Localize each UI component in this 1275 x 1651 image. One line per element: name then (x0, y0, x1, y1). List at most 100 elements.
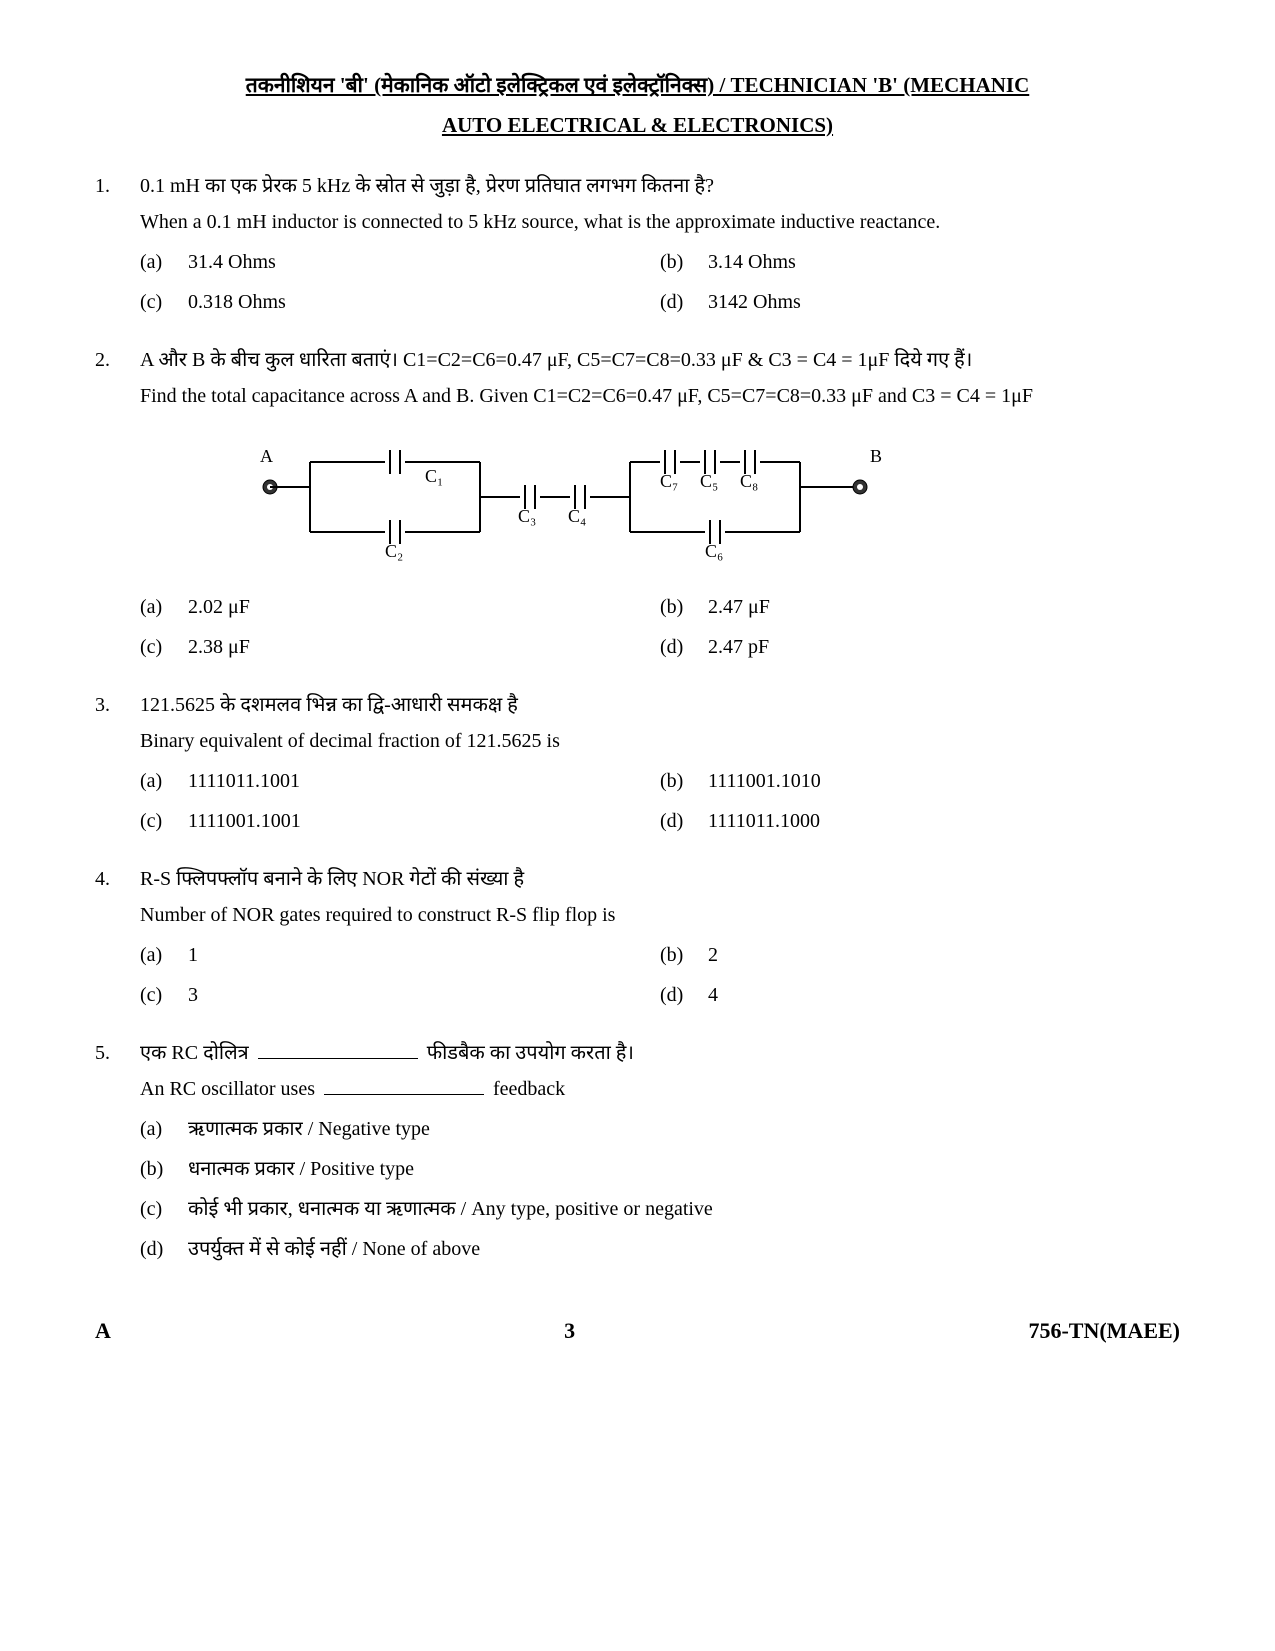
opt-text: धनात्मक प्रकार / Positive type (188, 1154, 414, 1184)
opt-text: 4 (708, 980, 718, 1010)
opt-text: 2.47 μF (708, 592, 770, 622)
opt-label: (b) (140, 1154, 188, 1184)
question-4: 4. R-S फ्लिपफ्लॉप बनाने के लिए NOR गेटों… (95, 864, 1180, 1010)
option-c: (c)1111001.1001 (140, 806, 660, 836)
footer-center: 3 (564, 1314, 575, 1347)
opt-text: ऋणात्मक प्रकार / Negative type (188, 1114, 430, 1144)
opt-text: 0.318 Ohms (188, 287, 286, 317)
opt-text: 31.4 Ohms (188, 247, 276, 277)
opt-text: 3.14 Ohms (708, 247, 796, 277)
opt-label: (a) (140, 592, 188, 622)
q-num: 1. (95, 171, 140, 317)
q-text-en: When a 0.1 mH inductor is connected to 5… (140, 207, 1180, 237)
circuit-diagram: A C₁ C₂ C₃ C₄ C₇ C₅ C₈ C₆ B (200, 427, 1180, 576)
svg-text:C₄: C₄ (568, 506, 586, 526)
option-c: (c)2.38 μF (140, 632, 660, 662)
q-text-hi-post: फीडबैक का उपयोग करता है। (422, 1042, 634, 1064)
opt-label: (d) (660, 632, 708, 662)
footer-left: A (95, 1314, 111, 1347)
option-c: (c)0.318 Ohms (140, 287, 660, 317)
opt-label: (d) (660, 287, 708, 317)
q-num: 4. (95, 864, 140, 1010)
option-a: (a)1 (140, 940, 660, 970)
opt-label: (d) (660, 806, 708, 836)
q-text-hi: 121.5625 के दशमलव भिन्न का द्वि-आधारी सम… (140, 690, 1180, 720)
option-a: (a)ऋणात्मक प्रकार / Negative type (140, 1114, 1180, 1144)
opt-label: (b) (660, 940, 708, 970)
opt-text: 1111001.1010 (708, 766, 821, 796)
q-num: 2. (95, 345, 140, 662)
q-num: 5. (95, 1038, 140, 1264)
question-3: 3. 121.5625 के दशमलव भिन्न का द्वि-आधारी… (95, 690, 1180, 836)
svg-text:A: A (260, 446, 273, 466)
blank-line (258, 1058, 418, 1059)
opt-text: 2.47 pF (708, 632, 769, 662)
q-text-en: An RC oscillator uses feedback (140, 1074, 1180, 1104)
opt-label: (a) (140, 766, 188, 796)
opt-label: (c) (140, 632, 188, 662)
svg-text:C₁: C₁ (425, 466, 443, 486)
svg-text:B: B (870, 446, 882, 466)
svg-text:C₈: C₈ (740, 471, 758, 491)
q-text-hi: A और B के बीच कुल धारिता बताएं। C1=C2=C6… (140, 345, 1180, 375)
option-b: (b)2 (660, 940, 1180, 970)
question-1: 1. 0.1 mH का एक प्रेरक 5 kHz के स्रोत से… (95, 171, 1180, 317)
option-d: (d)3142 Ohms (660, 287, 1180, 317)
option-a: (a)1111011.1001 (140, 766, 660, 796)
opt-text: 3 (188, 980, 198, 1010)
opt-label: (b) (660, 247, 708, 277)
page-subtitle: AUTO ELECTRICAL & ELECTRONICS) (95, 110, 1180, 142)
svg-text:C₃: C₃ (518, 506, 536, 526)
option-b: (b)2.47 μF (660, 592, 1180, 622)
q-text-en: Find the total capacitance across A and … (140, 381, 1180, 411)
footer-right: 756-TN(MAEE) (1028, 1314, 1180, 1347)
option-d: (d)1111011.1000 (660, 806, 1180, 836)
svg-text:C₇: C₇ (660, 471, 678, 491)
option-b: (b)3.14 Ohms (660, 247, 1180, 277)
opt-text: उपर्युक्त में से कोई नहीं / None of abov… (188, 1234, 480, 1264)
question-5: 5. एक RC दोलित्र फीडबैक का उपयोग करता है… (95, 1038, 1180, 1264)
page-title: तकनीशियन 'बी' (मेकानिक ऑटो इलेक्ट्रिकल ए… (95, 70, 1180, 102)
opt-label: (d) (660, 980, 708, 1010)
q-text-hi: R-S फ्लिपफ्लॉप बनाने के लिए NOR गेटों की… (140, 864, 1180, 894)
opt-text: 2.02 μF (188, 592, 250, 622)
opt-label: (c) (140, 980, 188, 1010)
page-footer: A 3 756-TN(MAEE) (95, 1314, 1180, 1347)
opt-label: (a) (140, 1114, 188, 1144)
opt-text: 1111011.1001 (188, 766, 300, 796)
option-d: (d)उपर्युक्त में से कोई नहीं / None of a… (140, 1234, 1180, 1264)
option-b: (b)1111001.1010 (660, 766, 1180, 796)
q-text-en: Number of NOR gates required to construc… (140, 900, 1180, 930)
q-text-en: Binary equivalent of decimal fraction of… (140, 726, 1180, 756)
q-text-hi-pre: एक RC दोलित्र (140, 1042, 254, 1064)
opt-text: 2.38 μF (188, 632, 250, 662)
opt-label: (a) (140, 940, 188, 970)
opt-label: (c) (140, 287, 188, 317)
opt-label: (b) (660, 766, 708, 796)
option-c: (c)3 (140, 980, 660, 1010)
q-text-hi: 0.1 mH का एक प्रेरक 5 kHz के स्रोत से जु… (140, 171, 1180, 201)
opt-label: (b) (660, 592, 708, 622)
option-d: (d)2.47 pF (660, 632, 1180, 662)
opt-text: 1111001.1001 (188, 806, 301, 836)
option-d: (d)4 (660, 980, 1180, 1010)
q-text-en-pre: An RC oscillator uses (140, 1078, 320, 1100)
opt-text: 3142 Ohms (708, 287, 801, 317)
opt-text: 1111011.1000 (708, 806, 820, 836)
opt-text: 2 (708, 940, 718, 970)
option-b: (b)धनात्मक प्रकार / Positive type (140, 1154, 1180, 1184)
opt-text: 1 (188, 940, 198, 970)
svg-text:C₂: C₂ (385, 541, 403, 561)
opt-text: कोई भी प्रकार, धनात्मक या ऋणात्मक / Any … (188, 1194, 713, 1224)
q-text-hi: एक RC दोलित्र फीडबैक का उपयोग करता है। (140, 1038, 1180, 1068)
svg-text:C₅: C₅ (700, 471, 718, 491)
opt-label: (c) (140, 1194, 188, 1224)
opt-label: (a) (140, 247, 188, 277)
q-text-en-post: feedback (488, 1078, 565, 1100)
q-num: 3. (95, 690, 140, 836)
opt-label: (d) (140, 1234, 188, 1264)
opt-label: (c) (140, 806, 188, 836)
svg-text:C₆: C₆ (705, 541, 723, 561)
option-a: (a)2.02 μF (140, 592, 660, 622)
question-2: 2. A और B के बीच कुल धारिता बताएं। C1=C2… (95, 345, 1180, 662)
